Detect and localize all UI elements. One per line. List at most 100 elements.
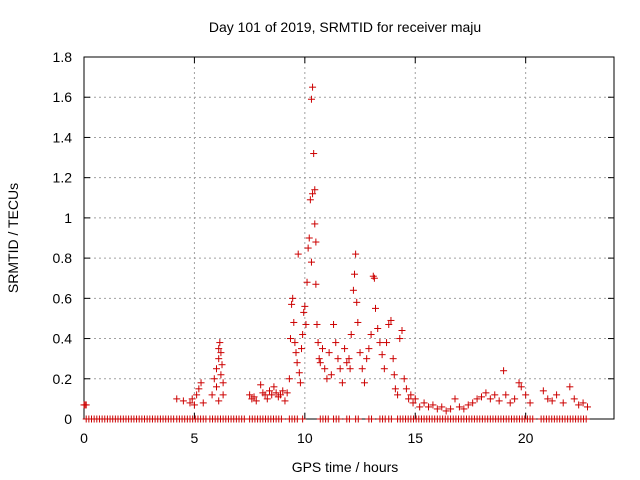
data-point xyxy=(301,302,309,310)
data-point xyxy=(347,331,355,339)
data-point xyxy=(321,365,329,373)
data-point xyxy=(289,294,297,302)
data-point xyxy=(190,401,198,409)
data-point xyxy=(365,345,373,353)
data-point xyxy=(332,339,340,347)
chart-title: Day 101 of 2019, SRMTID for receiver maj… xyxy=(209,19,481,35)
data-point xyxy=(314,339,322,347)
data-point xyxy=(305,234,313,242)
y-axis-label: SRMTID / TECUs xyxy=(5,183,21,293)
data-point xyxy=(218,361,226,369)
data-point xyxy=(429,401,437,409)
data-point xyxy=(407,391,415,399)
data-point xyxy=(517,383,525,391)
data-point xyxy=(283,389,291,397)
data-point xyxy=(312,238,320,246)
data-point xyxy=(330,320,338,328)
data-point xyxy=(334,355,342,363)
y-tick-label: 1.4 xyxy=(53,129,73,145)
data-point xyxy=(425,403,432,411)
data-point xyxy=(405,395,413,403)
data-point xyxy=(411,395,419,403)
data-point xyxy=(363,355,371,363)
data-point xyxy=(179,397,187,405)
x-tick-label: 20 xyxy=(518,430,534,446)
data-point xyxy=(295,369,303,377)
data-point-zero xyxy=(582,415,590,423)
data-point xyxy=(389,355,397,363)
plot-frame xyxy=(83,56,615,420)
data-point xyxy=(478,393,485,401)
data-point xyxy=(438,403,446,411)
data-point xyxy=(197,379,205,387)
data-point xyxy=(390,371,398,379)
data-point xyxy=(316,359,324,367)
data-point xyxy=(367,331,375,339)
data-point xyxy=(378,351,386,359)
data-point xyxy=(511,395,519,403)
data-point xyxy=(336,365,344,373)
data-point xyxy=(291,339,299,347)
data-point xyxy=(299,331,307,339)
y-tick-label: 1 xyxy=(64,210,72,226)
data-point xyxy=(469,399,477,407)
data-point xyxy=(293,359,301,367)
data-point xyxy=(199,399,207,407)
data-point xyxy=(195,385,203,393)
data-point xyxy=(311,220,319,228)
data-point xyxy=(216,339,224,347)
data-point xyxy=(442,407,450,415)
data-point xyxy=(306,196,314,204)
data-point xyxy=(396,335,404,343)
data-point xyxy=(217,349,225,357)
data-point xyxy=(353,298,361,306)
data-point xyxy=(215,397,223,405)
data-point xyxy=(383,339,391,347)
axis-layer xyxy=(83,56,615,420)
data-point xyxy=(433,405,441,413)
data-point xyxy=(315,355,323,363)
data-point xyxy=(325,349,333,357)
data-point xyxy=(307,95,315,103)
data-point-zero xyxy=(387,415,395,423)
data-point xyxy=(451,395,459,403)
data-point xyxy=(294,250,302,258)
data-point xyxy=(338,379,346,387)
data-point xyxy=(544,395,552,403)
data-point xyxy=(261,391,269,399)
data-point xyxy=(553,391,561,399)
data-point xyxy=(416,403,424,411)
data-point xyxy=(208,391,216,399)
data-point xyxy=(515,379,523,387)
data-point xyxy=(215,345,223,353)
data-point xyxy=(506,399,514,407)
data-point xyxy=(402,385,410,393)
data-point xyxy=(277,391,285,399)
data-point xyxy=(310,150,318,158)
data-point xyxy=(309,83,317,91)
data-point xyxy=(398,327,406,335)
data-point xyxy=(482,389,490,397)
data-point xyxy=(491,391,499,399)
data-point xyxy=(303,278,311,286)
data-point xyxy=(354,318,362,326)
data-point xyxy=(290,318,298,326)
data-point xyxy=(464,401,472,409)
x-tick-label: 15 xyxy=(407,430,423,446)
data-point xyxy=(376,339,384,347)
data-point xyxy=(257,381,265,389)
data-point xyxy=(213,365,220,373)
data-point xyxy=(394,391,402,399)
data-point-zero xyxy=(299,415,307,423)
data-point xyxy=(447,405,455,413)
grid-layer xyxy=(84,57,614,419)
data-point xyxy=(400,375,408,383)
data-point xyxy=(539,387,547,395)
data-point xyxy=(352,250,360,258)
x-tick-label: 0 xyxy=(80,430,88,446)
data-point xyxy=(270,383,278,391)
data-point xyxy=(288,300,296,308)
data-point xyxy=(281,397,289,405)
data-point xyxy=(327,371,335,379)
data-point-zero xyxy=(335,415,343,423)
